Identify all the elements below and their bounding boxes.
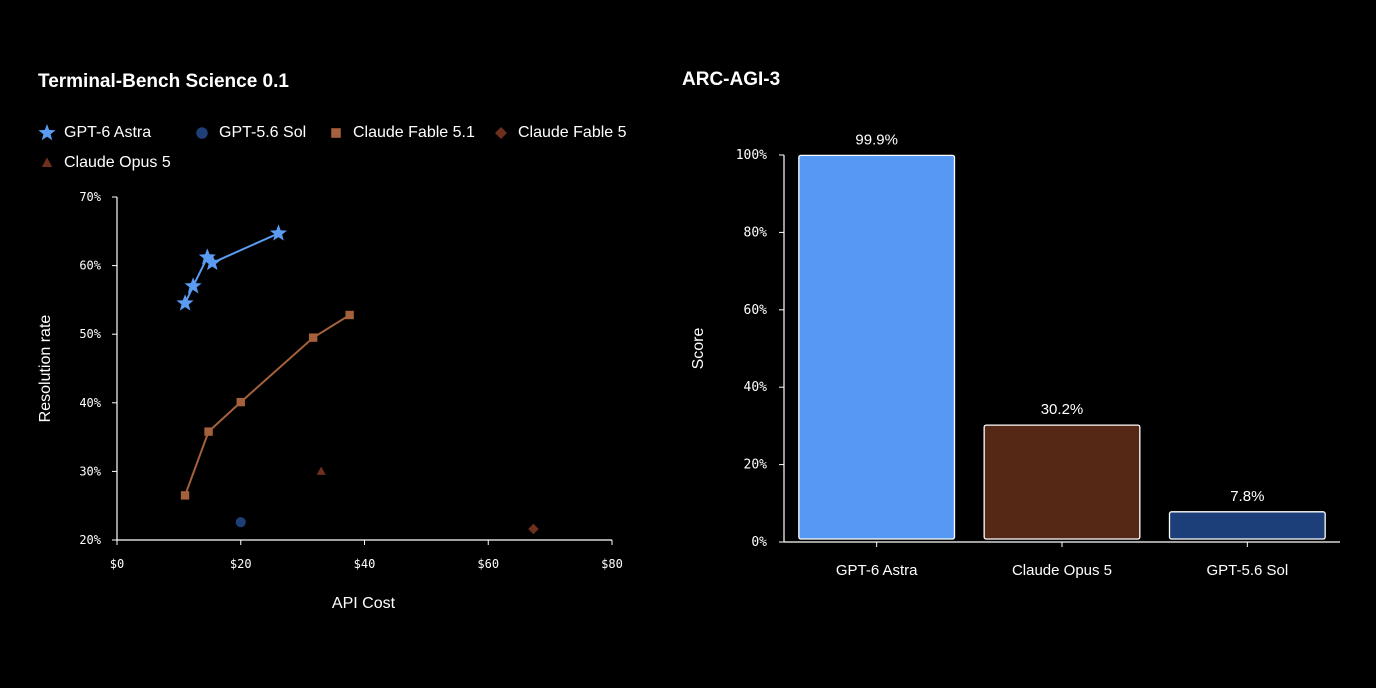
legend-item-gpt-5-6-sol: GPT-5.6 Sol [193,124,306,142]
data-point-gpt-6-astra [184,277,202,294]
x-tick-label: $80 [601,557,623,571]
triangle-marker-icon [41,157,53,167]
data-point-claude-fable-5 [528,523,539,535]
data-point-gpt-6-astra [269,224,288,241]
left-chart-plot: 20% 30% 40% 50% 60% 70% $0 $20 $40 $60 $80 API Cost… [37,190,623,612]
x-tick-label: $40 [354,557,376,571]
y-tick-label: 30% [79,464,101,478]
legend-label: GPT-5.6 Sol [219,124,307,141]
square-marker-icon [331,128,341,138]
legend-label: GPT-6 Astra [64,124,152,141]
diamond-marker-icon [495,127,507,139]
legend-item-claude-fable-5-1: Claude Fable 5.1 [327,124,475,142]
data-point-claude-fable-5-1 [180,491,190,500]
data-point-claude-fable-5-1 [236,397,245,407]
data-point-gpt-6-astra [198,248,216,265]
right-chart-title: ARC-AGI-3 [682,69,781,90]
data-point-gpt-5-6-sol [235,517,246,528]
legend-label: Claude Fable 5 [518,124,627,141]
circle-marker-icon [196,127,208,139]
data-point-claude-opus-5 [316,466,326,475]
legend-marker [495,127,507,139]
legend-item-gpt-6-astra: GPT-6 Astra [38,124,151,142]
star-marker-icon [38,124,56,141]
y-axis-label: Resolution rate [37,315,54,423]
legend-item-claude-opus-5: Claude Opus 5 [38,154,171,172]
legend-marker [41,157,53,167]
data-point-claude-fable-5-1 [204,427,213,436]
x-tick-label: $0 [110,557,124,571]
y-tick-label: 50% [79,327,101,341]
legend-marker [331,128,341,138]
series-line-gpt-6-astra [184,232,279,304]
legend-item-claude-fable-5: Claude Fable 5 [492,124,627,142]
left-chart-title: Terminal-Bench Science 0.1 [38,71,289,92]
legend-label: Claude Fable 5.1 [353,124,475,141]
data-point-claude-fable-5-1 [345,310,354,320]
data-point-gpt-6-astra [203,253,221,271]
x-tick-label: $60 [477,557,499,571]
y-tick-label: 20% [79,533,101,547]
legend-marker [196,127,208,139]
data-point-claude-fable-5-1 [308,333,318,342]
series-line-claude-fable-5-1 [184,314,351,496]
y-tick-label: 40% [79,396,101,410]
legend-marker [38,124,56,141]
x-tick-label: $20 [230,557,252,571]
y-tick-label: 70% [79,190,101,204]
x-axis-label: API Cost [332,595,396,612]
y-tick-label: 60% [79,259,101,273]
legend-label: Claude Opus 5 [64,154,171,171]
data-point-gpt-6-astra [176,294,194,311]
left-chart-legend: GPT-6 Astra GPT-5.6 Sol Claude Fable 5.1 Cl… [0,0,680,200]
left-chart-panel: Terminal-Bench Science 0.1 GPT-6 Astra GP… [0,0,680,688]
right-chart-panel: ARC-AGI-3 [680,0,1376,688]
